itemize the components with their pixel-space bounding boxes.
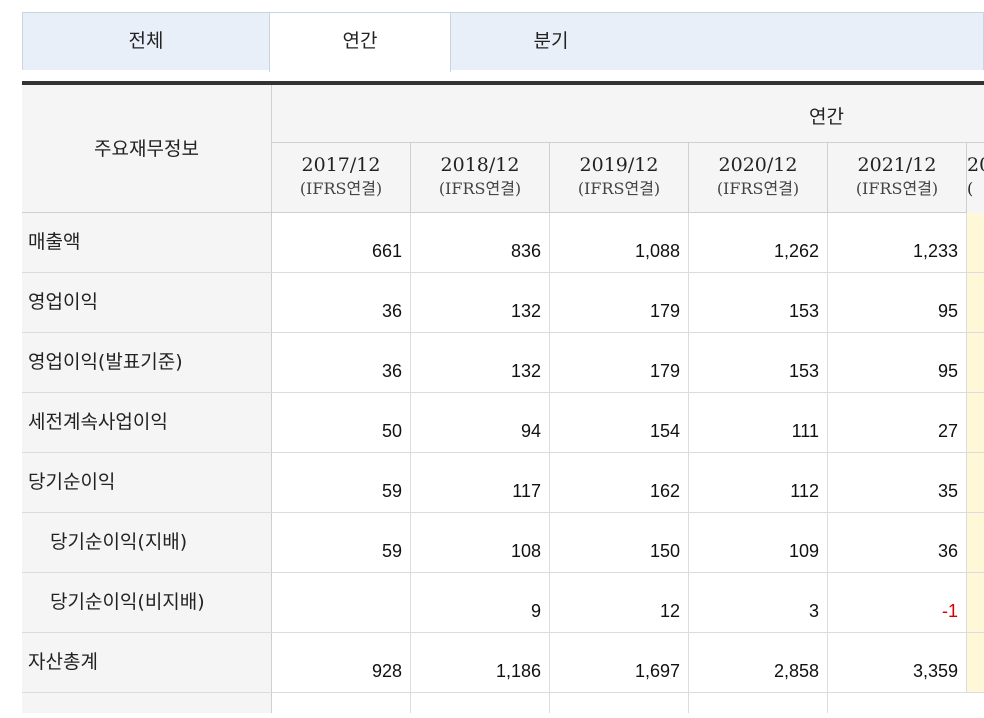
- table-row: 당기순이익(지배) 59 108 150 109 36: [22, 513, 984, 573]
- table-cell: 162: [550, 453, 689, 512]
- table-row: 영업이익 36 132 179 153 95: [22, 273, 984, 333]
- column-header-2020: 2020/12 (IFRS연결): [689, 143, 828, 213]
- table-cell: 1,697: [550, 633, 689, 692]
- column-year-partial: 20: [967, 154, 984, 176]
- column-sub: (IFRS연결): [577, 179, 661, 198]
- column-sub: (IFRS연결): [299, 179, 383, 198]
- column-divider: [827, 693, 828, 713]
- table-row: 영업이익(발표기준) 36 132 179 153 95: [22, 333, 984, 393]
- table-cell: 153: [689, 333, 828, 392]
- table-cell: 150: [550, 513, 689, 572]
- table-cell: 3: [689, 573, 828, 632]
- table-cell: 1,088: [550, 213, 689, 272]
- column-divider: [549, 693, 550, 713]
- column-sub: (IFRS연결): [716, 179, 800, 198]
- table-cell: 111: [689, 393, 828, 452]
- column-year: 2018/12: [440, 154, 520, 176]
- table-cell: 35: [828, 453, 967, 512]
- table-cell: 59: [272, 453, 411, 512]
- highlight-cell: [967, 573, 984, 632]
- table-cell: 36: [272, 333, 411, 392]
- table-cell: -1: [828, 573, 967, 632]
- table-cell: 59: [272, 513, 411, 572]
- column-divider: [410, 693, 411, 713]
- column-divider: [688, 693, 689, 713]
- table-top-border: [22, 81, 984, 85]
- next-row-label: [22, 693, 272, 713]
- table-row: 자산총계 928 1,186 1,697 2,858 3,359: [22, 633, 984, 693]
- table-cell: 661: [272, 213, 411, 272]
- table-cell: 9: [411, 573, 550, 632]
- highlight-cell: [967, 513, 984, 572]
- column-year: 2021/12: [857, 154, 937, 176]
- table-cell: 12: [550, 573, 689, 632]
- table-cell: 179: [550, 273, 689, 332]
- table-cell: 112: [689, 453, 828, 512]
- table-row: 당기순이익 59 117 162 112 35: [22, 453, 984, 513]
- table-cell: 36: [272, 273, 411, 332]
- column-sub-partial: (: [967, 179, 974, 198]
- column-header-2017: 2017/12 (IFRS연결): [272, 143, 411, 213]
- table-cell: [272, 573, 411, 632]
- table-cell: 132: [411, 333, 550, 392]
- table-cell: 154: [550, 393, 689, 452]
- tab-all[interactable]: 전체: [128, 30, 164, 52]
- highlight-cell: [967, 633, 984, 692]
- row-label: 당기순이익(비지배): [22, 573, 272, 632]
- table-cell: 928: [272, 633, 411, 692]
- table-cell: 179: [550, 333, 689, 392]
- tab-quarterly[interactable]: 분기: [533, 30, 569, 52]
- table-cell: 836: [411, 213, 550, 272]
- table-cell: 132: [411, 273, 550, 332]
- highlight-cell: [967, 213, 984, 272]
- table-row: 매출액 661 836 1,088 1,262 1,233: [22, 213, 984, 273]
- row-label: 영업이익: [22, 273, 272, 332]
- row-label: 영업이익(발표기준): [22, 333, 272, 392]
- column-year: 2020/12: [718, 154, 798, 176]
- row-label: 세전계속사업이익: [22, 393, 272, 452]
- table-cell: 27: [828, 393, 967, 452]
- period-tabs: 전체 연간 분기: [22, 12, 984, 72]
- column-year: 2019/12: [579, 154, 659, 176]
- tab-annual[interactable]: 연간: [269, 13, 451, 72]
- group-header-label: 연간: [809, 106, 844, 128]
- corner-header: 주요재무정보: [22, 85, 272, 213]
- table-cell: 1,262: [689, 213, 828, 272]
- column-sub: (IFRS연결): [855, 179, 939, 198]
- highlight-cell: [967, 273, 984, 332]
- table-row: 당기순이익(비지배) 9 12 3 -1: [22, 573, 984, 633]
- column-sub: (IFRS연결): [438, 179, 522, 198]
- table-cell: 108: [411, 513, 550, 572]
- table-cell: 95: [828, 273, 967, 332]
- table-cell: 94: [411, 393, 550, 452]
- column-header-2021: 2021/12 (IFRS연결): [828, 143, 967, 213]
- table-cell: 1,233: [828, 213, 967, 272]
- highlight-cell: [967, 393, 984, 452]
- table-cell: 3,359: [828, 633, 967, 692]
- table-cell: 2,858: [689, 633, 828, 692]
- highlight-cell: [967, 333, 984, 392]
- financial-table: 주요재무정보 연간 2017/12 (IFRS연결) 2018/12 (IFRS연결…: [22, 85, 984, 718]
- column-year: 2017/12: [301, 154, 381, 176]
- highlight-cell: [967, 453, 984, 512]
- table-cell: 153: [689, 273, 828, 332]
- row-label: 당기순이익(지배): [22, 513, 272, 572]
- table-cell: 109: [689, 513, 828, 572]
- row-label: 당기순이익: [22, 453, 272, 512]
- row-label: 매출액: [22, 213, 272, 272]
- table-cell: 117: [411, 453, 550, 512]
- table-row: 세전계속사업이익 50 94 154 111 27: [22, 393, 984, 453]
- table-cell: 36: [828, 513, 967, 572]
- table-cell: 50: [272, 393, 411, 452]
- column-header-2018: 2018/12 (IFRS연결): [411, 143, 550, 213]
- table-cell: 1,186: [411, 633, 550, 692]
- row-label: 자산총계: [22, 633, 272, 692]
- table-cell: 95: [828, 333, 967, 392]
- group-header: 연간: [272, 85, 984, 143]
- column-header-partial: 20 (: [967, 143, 984, 213]
- column-header-2019: 2019/12 (IFRS연결): [550, 143, 689, 213]
